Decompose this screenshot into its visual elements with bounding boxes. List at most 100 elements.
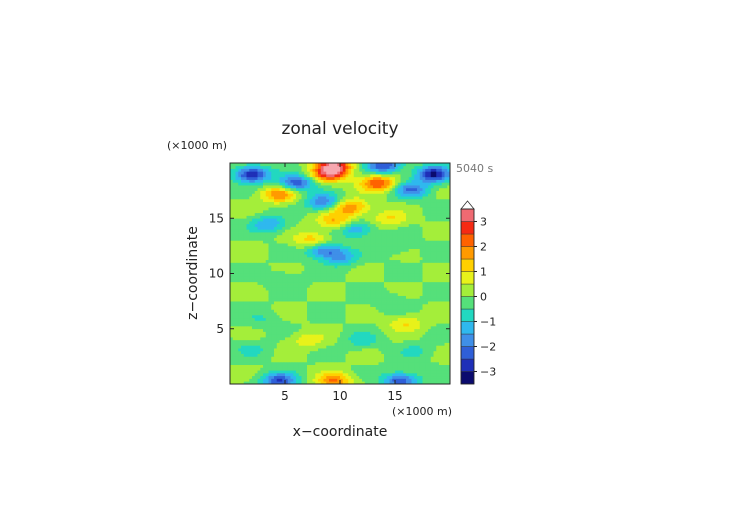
field-cell — [436, 273, 440, 277]
field-cell — [243, 265, 247, 269]
field-cell — [441, 320, 445, 324]
field-cell — [304, 320, 308, 324]
field-cell — [356, 361, 360, 366]
field-cell — [235, 372, 239, 377]
field-cell — [287, 262, 291, 266]
field-cell — [389, 287, 393, 291]
field-cell — [315, 215, 319, 219]
field-cell — [241, 221, 245, 225]
field-cell — [329, 303, 333, 307]
field-cell — [381, 270, 385, 274]
field-cell — [362, 364, 366, 368]
field-cell — [342, 345, 346, 349]
field-cell — [348, 337, 352, 341]
field-cell — [406, 356, 410, 360]
field-cell — [257, 276, 261, 280]
field-cell — [331, 287, 335, 291]
field-cell — [403, 221, 407, 225]
field-cell — [345, 279, 349, 283]
field-cell — [265, 295, 269, 299]
field-cell — [386, 378, 390, 382]
field-cell — [342, 320, 346, 324]
field-cell — [397, 295, 401, 299]
field-cell — [265, 364, 269, 368]
field-cell — [436, 317, 440, 321]
field-cell — [246, 251, 250, 255]
field-cell — [254, 372, 258, 377]
field-cell — [282, 267, 286, 272]
field-cell — [444, 306, 448, 310]
field-cell — [298, 317, 302, 321]
field-cell — [375, 364, 379, 368]
field-cell — [318, 334, 322, 338]
field-cell — [298, 337, 302, 341]
field-cell — [252, 221, 256, 225]
field-cell — [257, 370, 261, 374]
field-cell — [395, 325, 399, 330]
field-cell — [397, 284, 401, 288]
field-cell — [381, 226, 385, 230]
field-cell — [403, 339, 407, 343]
field-cell — [230, 312, 234, 316]
field-cell — [411, 218, 415, 222]
field-cell — [282, 209, 286, 214]
field-cell — [235, 378, 239, 382]
field-cell — [422, 259, 426, 263]
field-cell — [238, 328, 242, 332]
field-cell — [400, 345, 404, 349]
field-cell — [419, 215, 423, 219]
field-cell — [276, 372, 280, 377]
field-cell — [373, 292, 377, 296]
field-cell — [414, 284, 418, 288]
field-cell — [326, 223, 330, 227]
field-cell — [395, 298, 399, 302]
field-cell — [356, 240, 360, 244]
field-cell — [287, 353, 291, 357]
field-cell — [351, 287, 355, 291]
field-cell — [282, 359, 286, 363]
field-cell — [271, 215, 275, 219]
field-cell — [441, 298, 445, 302]
field-cell — [378, 270, 382, 274]
field-cell — [370, 359, 374, 363]
field-cell — [359, 251, 363, 255]
field-cell — [384, 290, 388, 294]
field-cell — [389, 221, 393, 225]
field-cell — [329, 251, 333, 255]
field-cell — [329, 290, 333, 294]
field-cell — [271, 281, 275, 285]
field-cell — [370, 265, 374, 269]
field-cell — [334, 237, 338, 241]
field-cell — [301, 370, 305, 374]
field-cell — [367, 256, 371, 261]
field-cell — [312, 254, 316, 258]
field-cell — [334, 364, 338, 368]
field-cell — [287, 348, 291, 352]
field-cell — [243, 328, 247, 332]
field-cell — [342, 276, 346, 280]
field-cell — [433, 320, 437, 324]
field-cell — [241, 251, 245, 255]
field-cell — [447, 339, 450, 343]
field-cell — [312, 270, 316, 274]
field-cell — [444, 312, 448, 316]
field-cell — [359, 279, 363, 283]
field-cell — [356, 265, 360, 269]
field-cell — [414, 370, 418, 374]
field-cell — [331, 212, 335, 216]
field-cell — [439, 245, 443, 249]
field-cell — [320, 240, 324, 244]
field-cell — [389, 237, 393, 241]
field-cell — [329, 306, 333, 310]
field-cell — [252, 265, 256, 269]
field-cell — [238, 267, 242, 272]
field-cell — [378, 223, 382, 227]
field-cell — [285, 353, 289, 357]
field-cell — [293, 323, 297, 327]
field-cell — [279, 265, 283, 269]
field-cell — [362, 212, 366, 216]
field-cell — [411, 320, 415, 324]
field-cell — [384, 295, 388, 299]
field-cell — [400, 359, 404, 363]
field-cell — [348, 378, 352, 382]
